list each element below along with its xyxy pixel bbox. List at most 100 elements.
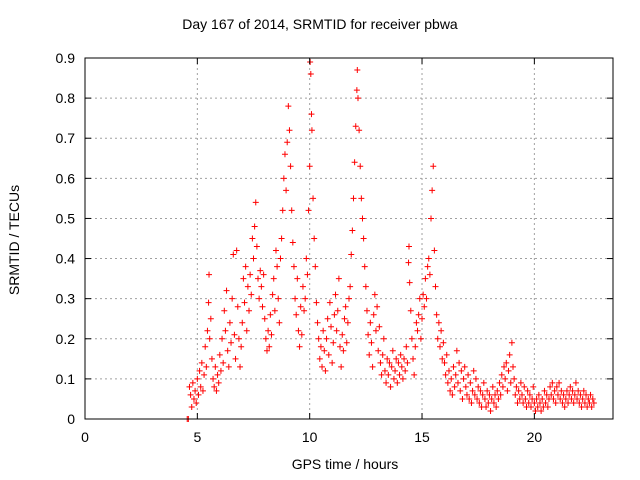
data-point xyxy=(517,379,524,386)
data-point xyxy=(497,391,504,398)
data-point xyxy=(476,399,483,406)
data-point xyxy=(213,387,220,394)
data-point xyxy=(349,227,356,234)
data-point xyxy=(279,207,286,214)
data-point xyxy=(456,359,463,366)
data-point xyxy=(195,391,202,398)
data-point xyxy=(457,387,464,394)
data-point xyxy=(569,387,576,394)
data-point xyxy=(253,243,260,250)
data-point xyxy=(475,383,482,390)
data-point xyxy=(440,339,447,346)
x-tick-label: 5 xyxy=(193,429,201,445)
data-point xyxy=(360,235,367,242)
data-point xyxy=(416,295,423,302)
data-point xyxy=(552,399,559,406)
data-point xyxy=(565,399,572,406)
data-point xyxy=(479,391,486,398)
data-point xyxy=(225,363,232,370)
data-point xyxy=(577,391,584,398)
data-point xyxy=(489,383,496,390)
data-point xyxy=(428,215,435,222)
data-point xyxy=(307,71,314,78)
data-point xyxy=(319,363,326,370)
data-point xyxy=(392,367,399,374)
data-point xyxy=(397,351,404,358)
data-point xyxy=(287,163,294,170)
data-point xyxy=(232,355,239,362)
data-point xyxy=(193,399,200,406)
data-point xyxy=(337,343,344,350)
data-point xyxy=(269,291,276,298)
y-tick-label: 0.3 xyxy=(56,291,76,307)
data-point xyxy=(561,403,568,410)
data-point xyxy=(194,375,201,382)
data-point xyxy=(535,391,542,398)
data-point xyxy=(432,283,439,290)
data-point xyxy=(422,275,429,282)
data-point xyxy=(265,327,272,334)
data-point xyxy=(554,391,561,398)
data-point xyxy=(490,399,497,406)
data-point xyxy=(443,351,450,358)
data-point xyxy=(368,339,375,346)
data-point xyxy=(295,327,302,334)
y-tick-label: 0.4 xyxy=(56,251,76,267)
data-point xyxy=(493,403,500,410)
data-point xyxy=(532,407,539,414)
data-point xyxy=(408,335,415,342)
data-point xyxy=(308,127,315,134)
data-point xyxy=(221,307,228,314)
data-point xyxy=(562,395,569,402)
data-point xyxy=(410,355,417,362)
data-point xyxy=(348,251,355,258)
data-point xyxy=(395,359,402,366)
data-point xyxy=(358,195,365,202)
data-point xyxy=(371,291,378,298)
data-point xyxy=(335,275,342,282)
data-point xyxy=(376,323,383,330)
data-point xyxy=(506,351,513,358)
data-point xyxy=(189,379,196,386)
data-point xyxy=(487,407,494,414)
data-point xyxy=(249,235,256,242)
data-point xyxy=(356,127,363,134)
data-point xyxy=(381,367,388,374)
data-point xyxy=(281,151,288,158)
data-point xyxy=(449,391,456,398)
data-point xyxy=(386,359,393,366)
data-point xyxy=(580,387,587,394)
data-point xyxy=(576,399,583,406)
data-point xyxy=(240,275,247,282)
data-point xyxy=(519,391,526,398)
data-point xyxy=(294,275,301,282)
data-point xyxy=(308,111,315,118)
data-point xyxy=(575,387,582,394)
data-point xyxy=(261,315,268,322)
data-point xyxy=(558,387,565,394)
data-point xyxy=(463,391,470,398)
data-point xyxy=(272,247,279,254)
data-point xyxy=(343,339,350,346)
data-point xyxy=(393,355,400,362)
data-point xyxy=(544,403,551,410)
data-point xyxy=(362,283,369,290)
data-point xyxy=(527,403,534,410)
data-point xyxy=(549,379,556,386)
data-point xyxy=(310,195,317,202)
data-point xyxy=(241,299,248,306)
data-point xyxy=(330,339,337,346)
data-point xyxy=(270,275,277,282)
data-point xyxy=(219,335,226,342)
data-point xyxy=(496,379,503,386)
data-point xyxy=(201,371,208,378)
data-point xyxy=(217,367,224,374)
data-point xyxy=(526,391,533,398)
x-tick-label: 20 xyxy=(527,429,543,445)
data-point xyxy=(571,391,578,398)
data-point xyxy=(188,403,195,410)
data-point xyxy=(252,199,259,206)
data-point xyxy=(203,363,210,370)
data-point xyxy=(520,399,527,406)
data-point xyxy=(498,371,505,378)
